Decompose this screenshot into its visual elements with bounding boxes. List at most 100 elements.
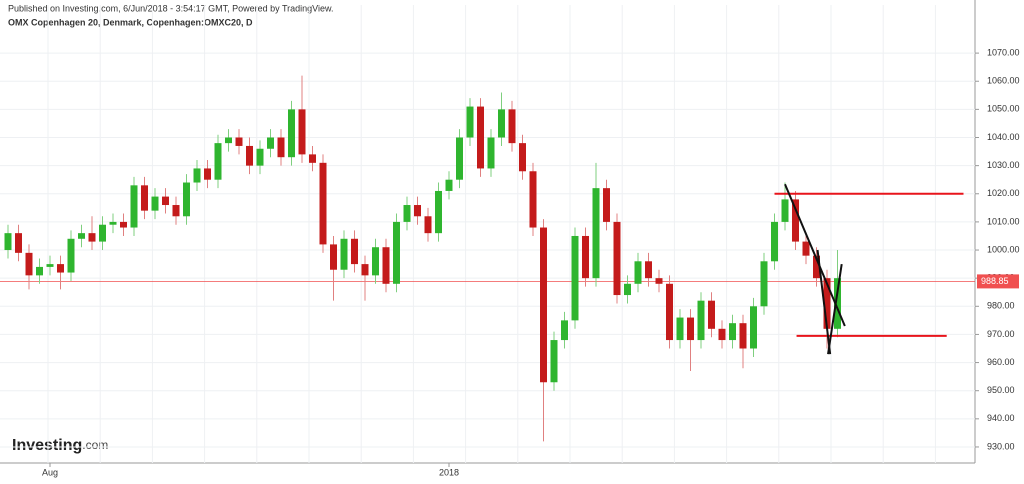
candle-body [172,205,180,217]
candle-body [771,221,778,262]
candle-body [729,323,736,341]
candle-body [834,278,841,329]
last-price-label: 988.85 [981,276,1009,286]
drawing-line [827,263,843,355]
candle-body [361,264,369,276]
x-tick-label: Aug [42,467,58,477]
candle-body [36,266,43,276]
candle-body [456,137,463,180]
candle-body [246,145,253,166]
candle-body [130,185,138,228]
candle-body [487,137,495,169]
candle-body [624,283,631,296]
logo-name: Investing [12,437,82,454]
candle-body [57,264,64,273]
candle-body [708,300,715,329]
candle-body [792,199,799,242]
candle-body [403,205,411,222]
candle-body [550,340,558,383]
candle-body [613,221,621,296]
candle-body [4,233,12,251]
y-tick-label: 950.00 [987,385,1015,395]
candle-body [540,227,547,383]
candle-body [141,185,148,211]
candle-body [781,199,789,222]
candle-body [372,247,379,276]
candle-body [529,171,537,228]
candle-body [571,235,579,321]
candle-body [288,109,295,158]
candle-body [435,190,442,234]
y-tick-label: 970.00 [987,329,1015,339]
candle-body [634,261,642,284]
candle-body [393,221,400,284]
candle-body [603,188,610,222]
y-tick-label: 980.00 [987,301,1015,311]
candle-body [193,168,201,183]
chart-title: OMX Copenhagen 20, Denmark, Copenhagen:O… [8,17,253,27]
candle-body [267,137,274,149]
drawing-line [784,183,846,327]
grid [0,5,975,463]
candle-body [298,109,306,155]
candle-body [256,148,264,166]
candle-body [477,106,484,169]
candle-body [592,188,600,279]
candle-body [802,241,810,256]
candle-body [424,216,432,234]
y-tick-label: 1000.00 [987,244,1020,254]
candle-body [813,255,820,279]
drawing-line [816,249,832,355]
candle-body [204,168,211,180]
candle-body [655,278,663,284]
candle-body [99,224,106,242]
candle-body [466,106,474,138]
candle-body [162,196,169,206]
candle-body [109,221,117,225]
candle-body [519,143,526,172]
candle-body [351,238,358,265]
candle-body [25,252,33,276]
candle-body [277,137,285,158]
candle-body [750,306,757,349]
candle-body [214,143,222,180]
candle-body [666,283,673,341]
candle-body [414,205,421,217]
candle-body [582,235,589,279]
y-tick-label: 1070.00 [987,47,1020,57]
candle-body [718,328,726,341]
candle-body [67,238,75,273]
y-tick-label: 1060.00 [987,76,1020,86]
candle-body [382,247,390,284]
candle-body [225,137,232,144]
candle-body [508,109,516,144]
y-tick-label: 1010.00 [987,216,1020,226]
x-tick-label: 2018 [439,467,459,477]
y-tick-label: 1030.00 [987,160,1020,170]
y-tick-label: 930.00 [987,441,1015,451]
candle-body [88,233,96,242]
candle-body [823,278,831,329]
y-tick-label: 960.00 [987,357,1015,367]
y-tick-label: 940.00 [987,413,1015,423]
candle-body [676,317,684,341]
candle-body [46,264,54,267]
candle-body [330,244,337,270]
candle-body [151,196,159,211]
y-tick-label: 1040.00 [987,132,1020,142]
candle-body [120,221,127,228]
y-tick-label: 1020.00 [987,188,1020,198]
candle-body [183,182,190,217]
header: Published on Investing.com, 6/Jun/2018 -… [8,3,334,13]
candle-body [697,300,705,341]
candle-body [561,320,568,341]
candle-body [340,238,348,270]
logo: Investing.com [12,437,108,454]
candle-body [760,261,768,307]
y-tick-label: 1050.00 [987,104,1020,114]
candle-body [78,233,85,239]
candle-body [235,137,243,146]
last-price-box [977,274,1019,289]
